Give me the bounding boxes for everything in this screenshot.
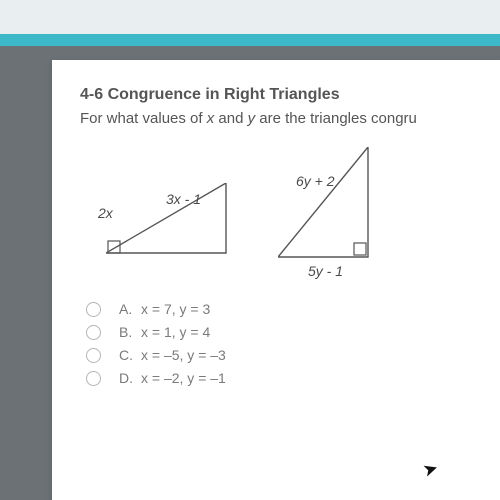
option-c[interactable]: C. x = –5, y = –3 xyxy=(86,347,500,363)
answer-options: A. x = 7, y = 3 B. x = 1, y = 4 C. x = –… xyxy=(86,301,500,386)
question-card: 4-6 Congruence in Right Triangles For wh… xyxy=(52,60,500,500)
radio-icon[interactable] xyxy=(86,302,101,317)
accent-bar xyxy=(0,34,500,46)
prompt-mid: and xyxy=(214,110,247,127)
right-angle-icon xyxy=(354,243,366,255)
cursor-icon: ➤ xyxy=(420,457,441,482)
right-hyp-label: 6y + 2 xyxy=(296,173,335,189)
section-title: 4-6 Congruence in Right Triangles xyxy=(80,86,500,104)
option-text: x = –5, y = –3 xyxy=(141,347,226,363)
option-d[interactable]: D. x = –2, y = –1 xyxy=(86,370,500,386)
right-base-label: 5y - 1 xyxy=(308,263,343,279)
right-triangle xyxy=(278,147,378,267)
right-triangle-shape xyxy=(278,147,368,257)
left-hyp-label: 3x - 1 xyxy=(166,191,201,207)
browser-chrome-strip xyxy=(0,0,500,34)
option-letter: C. xyxy=(119,347,141,363)
question-prompt: For what values of x and y are the trian… xyxy=(80,110,500,127)
radio-icon[interactable] xyxy=(86,325,101,340)
prompt-suffix: are the triangles congru xyxy=(255,110,417,127)
option-text: x = –2, y = –1 xyxy=(141,370,226,386)
prompt-prefix: For what values of xyxy=(80,110,207,127)
option-letter: B. xyxy=(119,324,141,340)
option-a[interactable]: A. x = 7, y = 3 xyxy=(86,301,500,317)
radio-icon[interactable] xyxy=(86,371,101,386)
option-letter: A. xyxy=(119,301,141,317)
radio-icon[interactable] xyxy=(86,348,101,363)
option-b[interactable]: B. x = 1, y = 4 xyxy=(86,324,500,340)
left-leg-label: 2x xyxy=(98,205,113,221)
option-text: x = 1, y = 4 xyxy=(141,324,210,340)
prompt-var-y: y xyxy=(248,110,256,127)
option-text: x = 7, y = 3 xyxy=(141,301,210,317)
triangles-figure: 2x 3x - 1 6y + 2 5y - 1 xyxy=(98,141,428,291)
option-letter: D. xyxy=(119,370,141,386)
